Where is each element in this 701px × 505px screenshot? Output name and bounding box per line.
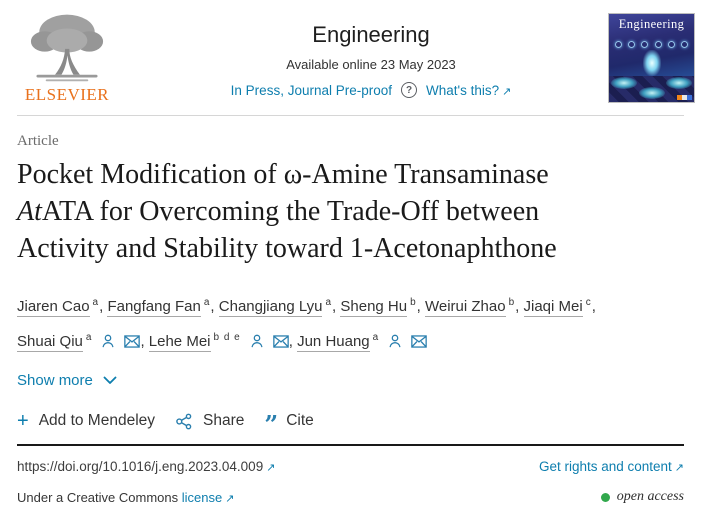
- author-link[interactable]: Shuai Qiu a: [17, 332, 141, 352]
- cover-column: Engineering: [575, 10, 695, 115]
- content-type-label: Article: [17, 133, 59, 149]
- author-separator: ,: [288, 333, 298, 350]
- cover-publisher-mark: [677, 95, 692, 100]
- available-online-date: Available online 23 May 2023: [286, 57, 456, 72]
- author-link[interactable]: Fangfang Fan a: [107, 297, 211, 317]
- journal-cover-thumbnail[interactable]: Engineering: [608, 13, 695, 103]
- article-head: Article Pocket Modification of ω-Amine T…: [0, 133, 701, 439]
- author-affiliation-sup: b: [508, 297, 516, 308]
- in-press-row: In Press, Journal Pre-proof ? What's thi…: [167, 82, 575, 98]
- cover-robot-art: [642, 50, 661, 76]
- author-line-2: Shuai Qiu a, Lehe Mei b d e, Jun Huang a: [17, 322, 684, 357]
- show-more-button[interactable]: Show more: [17, 372, 117, 389]
- email-envelope-icon[interactable]: [124, 335, 141, 348]
- cover-pad-art: [611, 77, 637, 89]
- external-link-icon: ↗: [674, 462, 684, 474]
- author-affiliation-sup: c: [585, 297, 592, 308]
- license-prefix: Under a Creative Commons: [17, 489, 179, 505]
- author-link[interactable]: Changjiang Lyu a: [218, 297, 333, 317]
- author-name[interactable]: Jiaren Cao: [17, 298, 90, 317]
- article-title: Pocket Modification of ω-Amine Transamin…: [17, 159, 557, 264]
- author-link[interactable]: Jiaren Cao a: [17, 297, 100, 317]
- help-question-icon[interactable]: ?: [401, 82, 417, 98]
- author-name[interactable]: Fangfang Fan: [107, 298, 201, 317]
- author-separator: ,: [515, 298, 524, 315]
- author-name[interactable]: Changjiang Lyu: [218, 298, 323, 317]
- author-list: Jiaren Cao a, Fangfang Fan a, Changjiang L…: [17, 287, 684, 357]
- author-separator: ,: [210, 298, 219, 315]
- article-footer: https://doi.org/10.1016/j.eng.2023.04.00…: [0, 459, 701, 505]
- author-separator: ,: [416, 298, 425, 315]
- author-affiliation-sup: b d e: [213, 332, 241, 343]
- share-nodes-icon: [176, 413, 192, 429]
- elsevier-tree-icon: [30, 14, 104, 82]
- cover-pad-art: [638, 87, 665, 99]
- header-divider: [17, 115, 684, 116]
- journal-info: Engineering Available online 23 May 2023…: [167, 10, 575, 115]
- author-name[interactable]: Jiaqi Mei: [523, 298, 583, 317]
- corresponding-author-icon[interactable]: [388, 334, 402, 348]
- whats-this-link[interactable]: What's this? ↗: [426, 82, 512, 98]
- author-affiliation-sup: a: [203, 297, 211, 308]
- author-name[interactable]: Weirui Zhao: [425, 298, 506, 317]
- add-to-mendeley-button[interactable]: + Add to Mendeley: [17, 410, 156, 432]
- author-link[interactable]: Sheng Hu b: [340, 297, 417, 317]
- license-link[interactable]: license ↗: [181, 489, 235, 505]
- external-link-icon: ↗: [266, 462, 276, 474]
- journal-title[interactable]: Engineering: [312, 22, 430, 47]
- author-affiliation-sup: b: [410, 297, 417, 308]
- author-link[interactable]: Jiaqi Mei c: [523, 297, 592, 317]
- publisher-logo-column: ELSEVIER: [17, 10, 167, 115]
- cite-button[interactable]: ” Cite: [264, 410, 314, 439]
- footer-rule: [17, 444, 684, 446]
- corresponding-author-icon[interactable]: [101, 334, 115, 348]
- author-name[interactable]: Shuai Qiu: [17, 333, 83, 352]
- action-toolbar: + Add to Mendeley Share ” Cite: [17, 410, 684, 439]
- author-separator: ,: [591, 298, 596, 315]
- elsevier-logo[interactable]: ELSEVIER: [17, 10, 117, 105]
- cover-dots-art: [615, 41, 688, 48]
- email-envelope-icon[interactable]: [272, 335, 289, 348]
- journal-header: ELSEVIER Engineering Available online 23…: [0, 0, 701, 115]
- corresponding-author-icon[interactable]: [250, 334, 264, 348]
- author-name[interactable]: Jun Huang: [297, 333, 370, 352]
- email-envelope-icon[interactable]: [411, 335, 428, 348]
- plus-icon: +: [17, 410, 29, 432]
- author-link[interactable]: Lehe Mei b d e: [148, 332, 289, 352]
- author-name[interactable]: Lehe Mei: [148, 333, 211, 352]
- author-link[interactable]: Weirui Zhao b: [425, 297, 516, 317]
- in-press-link[interactable]: In Press, Journal Pre-proof: [230, 82, 392, 98]
- author-link[interactable]: Jun Huang a: [297, 332, 428, 352]
- author-affiliation-sup: a: [92, 297, 100, 308]
- license-row: Under a Creative Commons license ↗ open a…: [17, 489, 684, 505]
- external-link-icon: ↗: [502, 85, 512, 98]
- author-separator: ,: [332, 298, 341, 315]
- author-affiliation-sup: a: [325, 297, 333, 308]
- author-affiliation-sup: a: [85, 332, 93, 343]
- author-affiliation-sup: a: [372, 332, 380, 343]
- author-separator: ,: [99, 298, 108, 315]
- open-access-label: open access: [616, 489, 684, 504]
- article-title-italic: At: [17, 196, 42, 227]
- share-button[interactable]: Share: [175, 412, 244, 430]
- open-access-dot-icon: [600, 492, 610, 502]
- chevron-down-icon: [103, 376, 117, 384]
- author-name[interactable]: Sheng Hu: [340, 298, 408, 317]
- cover-pad-art: [666, 77, 692, 89]
- get-rights-link[interactable]: Get rights and content ↗: [538, 459, 684, 474]
- author-separator: ,: [140, 333, 149, 350]
- author-line-1: Jiaren Cao a, Fangfang Fan a, Changjiang L…: [17, 287, 684, 322]
- doi-link[interactable]: https://doi.org/10.1016/j.eng.2023.04.00…: [17, 459, 276, 474]
- cover-journal-title: Engineering: [618, 17, 685, 31]
- external-link-icon: ↗: [225, 492, 235, 505]
- open-access-badge: open access: [600, 489, 684, 505]
- doi-row: https://doi.org/10.1016/j.eng.2023.04.00…: [17, 459, 684, 474]
- elsevier-wordmark: ELSEVIER: [24, 85, 110, 104]
